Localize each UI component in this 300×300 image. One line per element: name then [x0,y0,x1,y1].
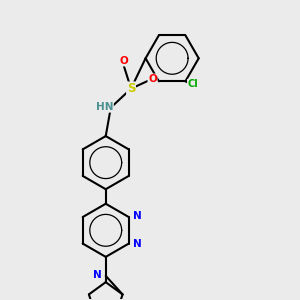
Text: S: S [127,82,135,95]
Text: N: N [133,212,142,221]
Text: N: N [133,239,142,249]
Text: Cl: Cl [188,80,198,89]
Text: HN: HN [96,102,113,112]
Text: O: O [148,74,157,84]
Text: O: O [119,56,128,66]
Text: N: N [93,270,102,280]
